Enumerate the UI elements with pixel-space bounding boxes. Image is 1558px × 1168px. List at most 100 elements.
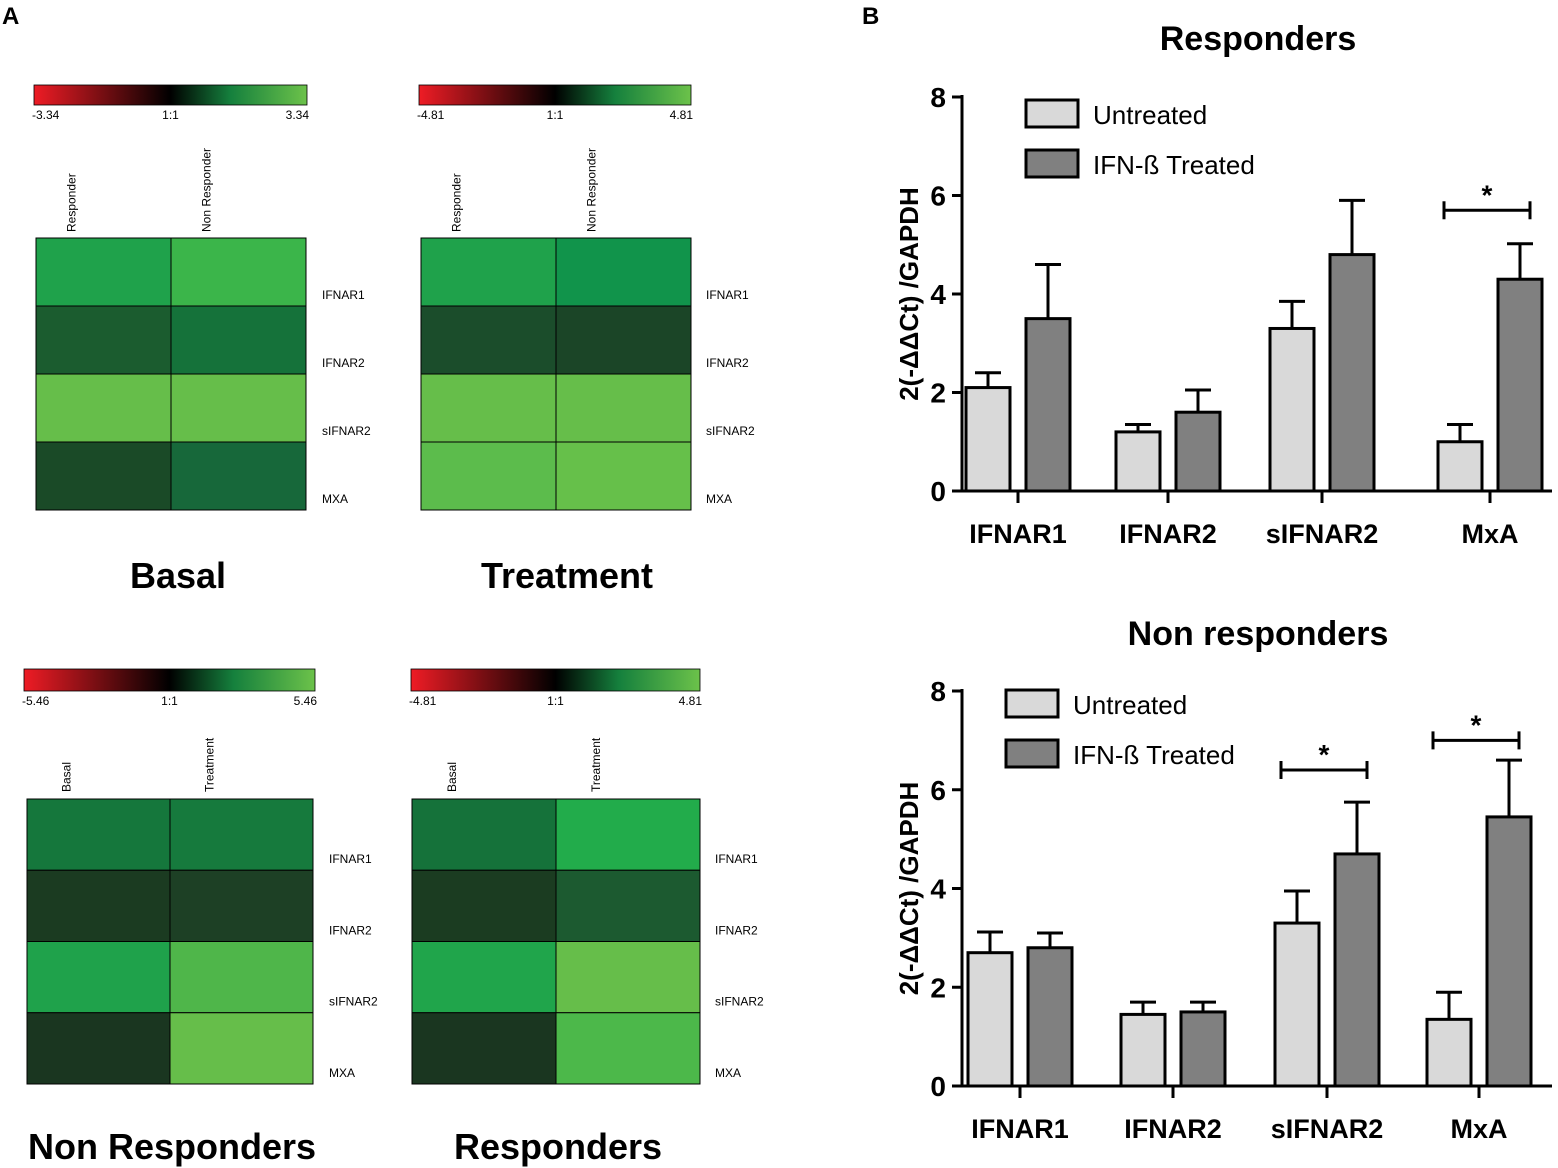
bar	[1179, 1010, 1227, 1088]
row-label: IFNAR2	[706, 356, 749, 370]
heatmap-cell	[169, 869, 314, 942]
heatmap-cell	[170, 305, 307, 375]
row-label: MXA	[322, 492, 348, 506]
heatmap-cell	[420, 237, 557, 307]
bar	[964, 386, 1012, 493]
category-label: IFNAR1	[969, 519, 1067, 549]
column-label: Non Responder	[200, 148, 214, 232]
row-label: IFNAR1	[322, 288, 365, 302]
bar	[1436, 440, 1484, 493]
heatmap-cell	[26, 941, 171, 1014]
significance-star: *	[1319, 739, 1330, 770]
heatmap-cell	[411, 1012, 557, 1085]
heatmap-cell	[420, 441, 557, 511]
color-scale-bar	[23, 668, 316, 692]
column-label: Non Responder	[585, 148, 599, 232]
scale-mid-label: 1:1	[162, 108, 179, 122]
heatmap-cell	[26, 869, 171, 942]
heatmap-cell	[35, 305, 172, 375]
bar	[1485, 815, 1533, 1088]
significance-star: *	[1471, 709, 1482, 740]
bar-chart-1: Responders 0 2 4 6 8 2(-ΔΔCt) /GAPDH Untreated I…	[894, 20, 1552, 549]
bar	[1174, 410, 1222, 493]
heatmap-cell	[170, 373, 307, 443]
heatmap-cell	[169, 1012, 314, 1085]
scale-mid-label: 1:1	[547, 108, 564, 122]
row-label: sIFNAR2	[715, 995, 764, 1009]
scale-min-label: -5.46	[22, 694, 50, 708]
heatmap-title: Responders	[454, 1126, 662, 1167]
row-label: IFNAR2	[322, 356, 365, 370]
heatmap-cell	[555, 237, 692, 307]
heatmap-cell	[555, 869, 701, 942]
heatmap-cell	[420, 305, 557, 375]
scale-mid-label: 1:1	[547, 694, 564, 708]
scale-min-label: -4.81	[409, 694, 437, 708]
bar	[1119, 1012, 1167, 1088]
row-label: MXA	[329, 1066, 355, 1080]
legend-swatch	[1024, 98, 1080, 129]
scale-min-label: -4.81	[417, 108, 445, 122]
y-tick-label: 8	[930, 676, 946, 707]
heatmap-cell	[35, 237, 172, 307]
legend-label: IFN-ß Treated	[1073, 740, 1235, 770]
category-label: IFNAR2	[1119, 519, 1217, 549]
column-label: Basal	[445, 762, 459, 792]
scale-mid-label: 1:1	[161, 694, 178, 708]
y-tick-label: 2	[930, 378, 946, 409]
y-axis-label: 2(-ΔΔCt) /GAPDH	[894, 782, 924, 996]
heatmap-cell	[411, 941, 557, 1014]
heatmap-cell	[169, 941, 314, 1014]
scale-min-label: -3.34	[32, 108, 60, 122]
color-scale-bar	[33, 84, 308, 106]
category-label: MxA	[1450, 1114, 1507, 1144]
row-label: IFNAR1	[715, 852, 758, 866]
category-label: MxA	[1461, 519, 1518, 549]
heatmap-cell	[555, 373, 692, 443]
scale-max-label: 4.81	[679, 694, 703, 708]
bar	[1333, 852, 1381, 1088]
chart-title: Non responders	[1128, 615, 1389, 653]
y-tick-label: 0	[930, 1071, 946, 1102]
bar	[966, 951, 1014, 1088]
heatmap-cell	[411, 869, 557, 942]
y-tick-label: 6	[930, 181, 946, 212]
heatmap-4: -4.81 1:1 4.81 Basal Treatment IFNAR1 IFNAR2 sI…	[409, 668, 764, 1167]
scale-max-label: 4.81	[670, 108, 694, 122]
panel-label-a: A	[2, 3, 19, 30]
column-label: Treatment	[589, 737, 603, 792]
legend-swatch	[1024, 148, 1080, 179]
legend-swatch	[1004, 688, 1060, 719]
column-label: Responder	[450, 173, 464, 232]
legend-label: Untreated	[1073, 690, 1187, 720]
heatmap-cell	[555, 941, 701, 1014]
column-label: Treatment	[203, 737, 217, 792]
y-tick-label: 4	[930, 874, 946, 905]
bar	[1273, 921, 1321, 1088]
scale-max-label: 3.34	[286, 108, 310, 122]
heatmap-cell	[170, 237, 307, 307]
scale-max-label: 5.46	[294, 694, 318, 708]
heatmap-cell	[35, 373, 172, 443]
heatmap-cell	[170, 441, 307, 511]
category-label: sIFNAR2	[1266, 519, 1379, 549]
row-label: sIFNAR2	[322, 424, 371, 438]
heatmap-title: Non Responders	[28, 1126, 316, 1167]
y-tick-label: 6	[930, 775, 946, 806]
row-label: IFNAR2	[329, 923, 372, 937]
y-tick-label: 8	[930, 82, 946, 113]
heatmap-cell	[411, 798, 557, 871]
heatmaps-group: -3.34 1:1 3.34 Responder Non Responder IFNAR1…	[22, 84, 764, 1167]
row-label: IFNAR1	[706, 288, 749, 302]
bar	[1496, 277, 1544, 493]
significance-star: *	[1482, 179, 1493, 210]
panel-label-b: B	[862, 3, 879, 30]
heatmap-cell	[35, 441, 172, 511]
category-label: IFNAR1	[971, 1114, 1069, 1144]
bar	[1024, 317, 1072, 493]
legend-swatch	[1004, 738, 1060, 769]
heatmap-cell	[169, 798, 314, 871]
row-label: sIFNAR2	[329, 995, 378, 1009]
row-label: sIFNAR2	[706, 424, 755, 438]
color-scale-bar	[410, 668, 701, 692]
